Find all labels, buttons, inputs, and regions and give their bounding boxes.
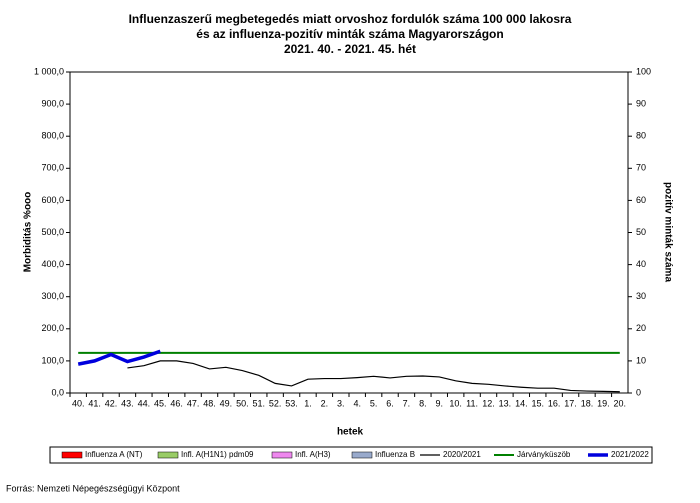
x-tick-label: 53. bbox=[285, 398, 298, 408]
x-tick-label: 12. bbox=[482, 398, 495, 408]
x-tick-label: 7. bbox=[403, 398, 411, 408]
legend-swatch bbox=[351, 451, 373, 459]
title: 2021. 40. - 2021. 45. hét bbox=[284, 42, 416, 56]
x-tick-label: 20. bbox=[614, 398, 627, 408]
x-tick-label: 8. bbox=[419, 398, 427, 408]
x-tick-label: 1. bbox=[304, 398, 312, 408]
y-tick-label: 900,0 bbox=[41, 98, 64, 108]
y2-tick-label: 80 bbox=[636, 131, 646, 141]
y-tick-label: 500,0 bbox=[41, 227, 64, 237]
x-tick-label: 3. bbox=[337, 398, 345, 408]
x-tick-label: 15. bbox=[531, 398, 544, 408]
y-label: Morbiditás %ooo bbox=[23, 192, 34, 273]
legend-label: Influenza B bbox=[375, 450, 415, 459]
y2-tick-label: 30 bbox=[636, 291, 646, 301]
y-tick-label: 300,0 bbox=[41, 291, 64, 301]
legend-label: Infl. A(H1N1) pdm09 bbox=[181, 450, 254, 459]
y-tick-label: 0,0 bbox=[51, 387, 64, 397]
x-tick-label: 41. bbox=[88, 398, 101, 408]
legend-label: Influenza A (NT) bbox=[85, 450, 143, 459]
y-tick-label: 200,0 bbox=[41, 323, 64, 333]
y2-tick-label: 0 bbox=[636, 387, 641, 397]
plot-frame bbox=[69, 71, 629, 394]
x-tick-label: 52. bbox=[269, 398, 282, 408]
x-tick-label: 50. bbox=[236, 398, 249, 408]
legend-label: 2021/2022 bbox=[611, 450, 649, 459]
legend-label: Járványküszöb bbox=[517, 450, 571, 459]
x-tick-label: 17. bbox=[564, 398, 577, 408]
y2-tick-label: 20 bbox=[636, 323, 646, 333]
x-tick-label: 43. bbox=[121, 398, 134, 408]
x-tick-label: 6. bbox=[386, 398, 394, 408]
x-tick-label: 14. bbox=[515, 398, 528, 408]
x-tick-label: 9. bbox=[436, 398, 444, 408]
legend-box bbox=[49, 446, 653, 464]
x-tick-label: 51. bbox=[252, 398, 265, 408]
x-label: hetek bbox=[337, 427, 364, 438]
legend-swatch bbox=[271, 451, 293, 459]
y-tick-label: 1 000,0 bbox=[34, 66, 64, 76]
x-tick-label: 44. bbox=[138, 398, 151, 408]
y2-tick-label: 10 bbox=[636, 355, 646, 365]
x-tick-label: 45. bbox=[154, 398, 167, 408]
y2-tick-label: 60 bbox=[636, 195, 646, 205]
y2-tick-label: 50 bbox=[636, 227, 646, 237]
line-series bbox=[127, 360, 620, 393]
x-tick-label: 18. bbox=[581, 398, 594, 408]
x-tick-label: 48. bbox=[203, 398, 216, 408]
y-tick-label: 800,0 bbox=[41, 131, 64, 141]
x-tick-label: 47. bbox=[187, 398, 200, 408]
x-tick-label: 2. bbox=[321, 398, 329, 408]
x-tick-label: 42. bbox=[105, 398, 118, 408]
x-tick-label: 5. bbox=[370, 398, 378, 408]
y2-label: pozitív minták száma bbox=[662, 182, 673, 282]
y-tick-label: 100,0 bbox=[41, 355, 64, 365]
title: Influenzaszerű megbetegedés miatt orvosh… bbox=[129, 12, 572, 26]
x-tick-label: 16. bbox=[548, 398, 561, 408]
y-tick-label: 600,0 bbox=[41, 195, 64, 205]
y-tick-label: 400,0 bbox=[41, 259, 64, 269]
legend-label: Infl. A(H3) bbox=[295, 450, 331, 459]
y2-tick-label: 70 bbox=[636, 163, 646, 173]
x-tick-label: 11. bbox=[466, 398, 478, 408]
line-series bbox=[77, 349, 161, 366]
x-tick-label: 46. bbox=[170, 398, 183, 408]
x-tick-label: 13. bbox=[499, 398, 512, 408]
legend-swatch bbox=[157, 451, 179, 459]
y2-tick-label: 90 bbox=[636, 98, 646, 108]
legend-label: 2020/2021 bbox=[443, 450, 481, 459]
y2-tick-label: 40 bbox=[636, 259, 646, 269]
x-tick-label: 19. bbox=[597, 398, 610, 408]
legend-swatch bbox=[61, 451, 83, 459]
x-tick-label: 4. bbox=[353, 398, 361, 408]
x-tick-label: 40. bbox=[72, 398, 85, 408]
x-tick-label: 10. bbox=[449, 398, 462, 408]
x-tick-label: 49. bbox=[220, 398, 233, 408]
title: és az influenza-pozitív minták száma Mag… bbox=[196, 27, 503, 41]
source: Forrás: Nemzeti Népegészségügyi Központ bbox=[6, 483, 180, 493]
y2-tick-label: 100 bbox=[636, 66, 651, 76]
y-tick-label: 700,0 bbox=[41, 163, 64, 173]
